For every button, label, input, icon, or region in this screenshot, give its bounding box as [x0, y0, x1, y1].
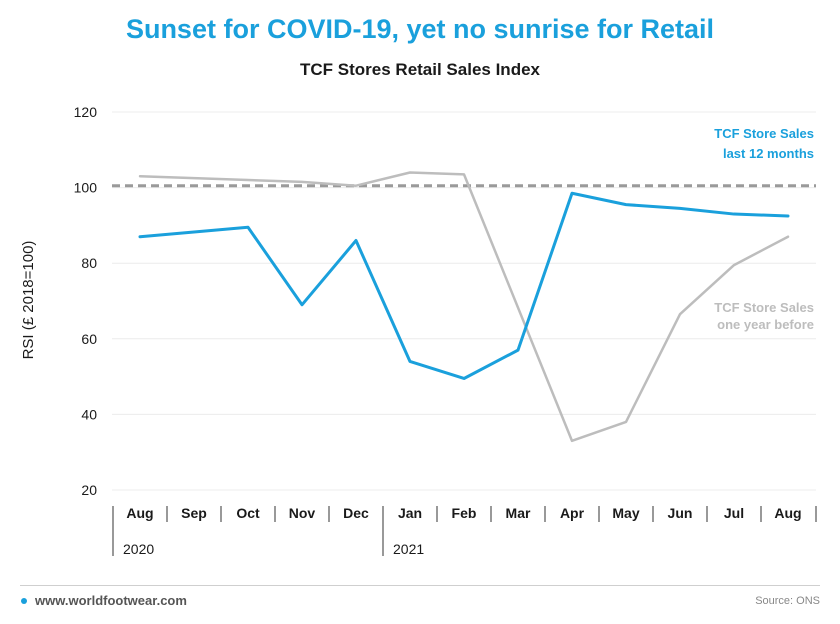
chart-title: TCF Stores Retail Sales Index — [300, 60, 540, 79]
x-tick-label: Mar — [506, 505, 531, 521]
x-tick-label: Oct — [236, 505, 260, 521]
y-tick-label: 100 — [74, 180, 98, 196]
series-label-one-year-before: one year before — [717, 317, 814, 332]
x-tick-label: Nov — [289, 505, 316, 521]
headline: Sunset for COVID-19, yet no sunrise for … — [125, 14, 715, 44]
y-tick-label: 80 — [81, 255, 97, 271]
series-labels: TCF Store Sales last 12 months TCF Store S… — [714, 126, 814, 332]
gridlines — [112, 111, 816, 491]
series-label-one-year-before: TCF Store Sales — [714, 300, 814, 315]
x-tick-label: Jun — [668, 505, 693, 521]
footer-bullet-icon — [21, 598, 27, 604]
footer-divider — [20, 585, 820, 586]
series-lines — [138, 171, 790, 443]
x-tick-label: Apr — [560, 505, 585, 521]
footer-source: Source: ONS — [755, 595, 820, 607]
x-axis: Aug Sep Oct Nov Dec Jan Feb Mar Apr May Jun Jul Aug 2… — [112, 505, 817, 557]
series-line-last-12-months — [138, 191, 790, 380]
y-tick-label: 20 — [81, 482, 97, 498]
year-label: 2021 — [393, 541, 424, 557]
x-tick-label: Dec — [343, 505, 369, 521]
y-axis: 20 40 60 80 100 120 — [74, 104, 98, 498]
y-tick-label: 120 — [74, 104, 98, 120]
series-line-one-year-before — [138, 171, 790, 443]
year-label: 2020 — [123, 541, 154, 557]
x-tick-label: Aug — [126, 505, 153, 521]
series-label-last-12-months: last 12 months — [723, 146, 814, 161]
y-tick-label: 60 — [81, 331, 97, 347]
series-label-last-12-months: TCF Store Sales — [714, 126, 814, 141]
x-tick-label: Jul — [724, 505, 744, 521]
x-tick-label: Jan — [398, 505, 422, 521]
x-tick-label: May — [612, 505, 639, 521]
x-tick-label: Aug — [774, 505, 801, 521]
x-tick-label: Sep — [181, 505, 207, 521]
footer-website[interactable]: www.worldfootwear.com — [35, 593, 187, 608]
y-axis-label: RSI (£ 2018=100) — [20, 241, 37, 360]
y-tick-label: 40 — [81, 406, 97, 422]
x-tick-label: Feb — [452, 505, 477, 521]
